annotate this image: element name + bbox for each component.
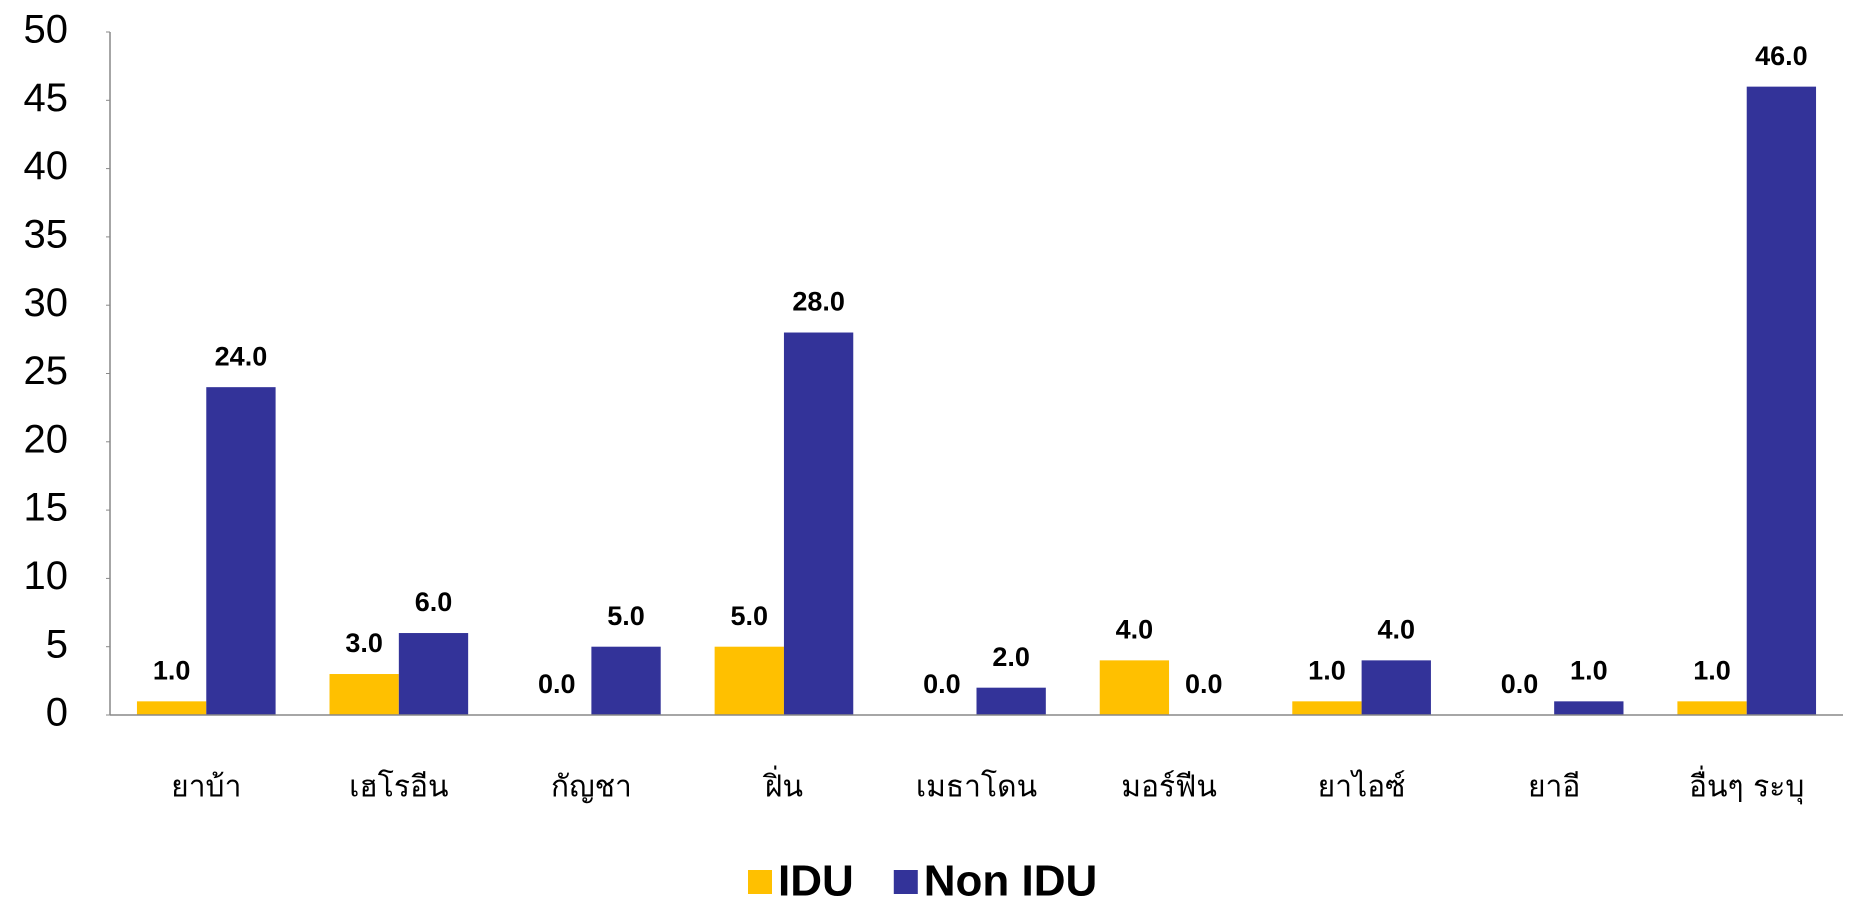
x-tick-label: ยาไอซ์: [1318, 769, 1406, 805]
legend-label: Non IDU: [924, 857, 1098, 903]
data-label: 0.0: [923, 669, 961, 699]
data-label: 5.0: [731, 601, 769, 631]
y-tick-label: 20: [24, 417, 69, 461]
x-tick-label: กัญชา: [551, 770, 632, 805]
y-tick-label: 10: [24, 554, 69, 598]
data-label: 24.0: [215, 341, 268, 371]
y-tick-label: 5: [46, 622, 68, 666]
data-label: 46.0: [1755, 41, 1808, 71]
bar: [1099, 660, 1170, 715]
bar: [1746, 86, 1817, 715]
y-tick-label: 30: [24, 281, 69, 325]
data-label: 3.0: [345, 628, 383, 658]
y-tick-label: 25: [24, 349, 69, 393]
y-tick-label: 35: [24, 212, 69, 256]
bar: [976, 687, 1046, 715]
data-label: 0.0: [1185, 669, 1223, 699]
data-label: 1.0: [153, 655, 191, 685]
data-label: 1.0: [1693, 655, 1731, 685]
legend-swatch: [893, 870, 918, 894]
data-label: 0.0: [538, 669, 576, 699]
x-tick-label: ฝิ่น: [762, 766, 803, 805]
bar: [714, 646, 784, 715]
data-label: 5.0: [607, 601, 645, 631]
legend-label: IDU: [778, 857, 854, 903]
y-tick-label: 50: [24, 8, 69, 52]
y-tick-label: 45: [24, 76, 69, 120]
bar: [1677, 701, 1747, 715]
bar: [136, 701, 207, 715]
bar: [1554, 701, 1624, 715]
bar: [206, 387, 276, 715]
bar: [329, 674, 399, 715]
x-tick-label: อื่นๆ ระบุ: [1689, 766, 1804, 806]
data-label: 1.0: [1570, 655, 1608, 685]
data-label: 4.0: [1377, 614, 1415, 644]
x-tick-label: มอร์ฟีน: [1121, 770, 1217, 805]
y-tick-label: 40: [24, 144, 69, 188]
data-label: 1.0: [1308, 655, 1346, 685]
bar: [1292, 701, 1362, 715]
data-label: 28.0: [792, 287, 845, 317]
x-tick-label: ยาบ้า: [171, 770, 241, 805]
data-label: 6.0: [415, 587, 453, 617]
bar: [1361, 660, 1431, 715]
data-label: 0.0: [1501, 669, 1539, 699]
bar: [591, 646, 661, 715]
bar: [783, 332, 854, 715]
y-tick-label: 15: [24, 486, 69, 530]
data-label: 4.0: [1116, 614, 1154, 644]
x-tick-label: ยาอี: [1528, 770, 1580, 805]
bar: [398, 633, 469, 715]
x-tick-label: เมธาโดน: [916, 769, 1037, 805]
x-tick-label: เฮโรอีน: [349, 769, 448, 805]
legend-swatch: [748, 870, 772, 894]
y-tick-label: 0: [46, 691, 68, 735]
data-label: 2.0: [992, 642, 1030, 672]
